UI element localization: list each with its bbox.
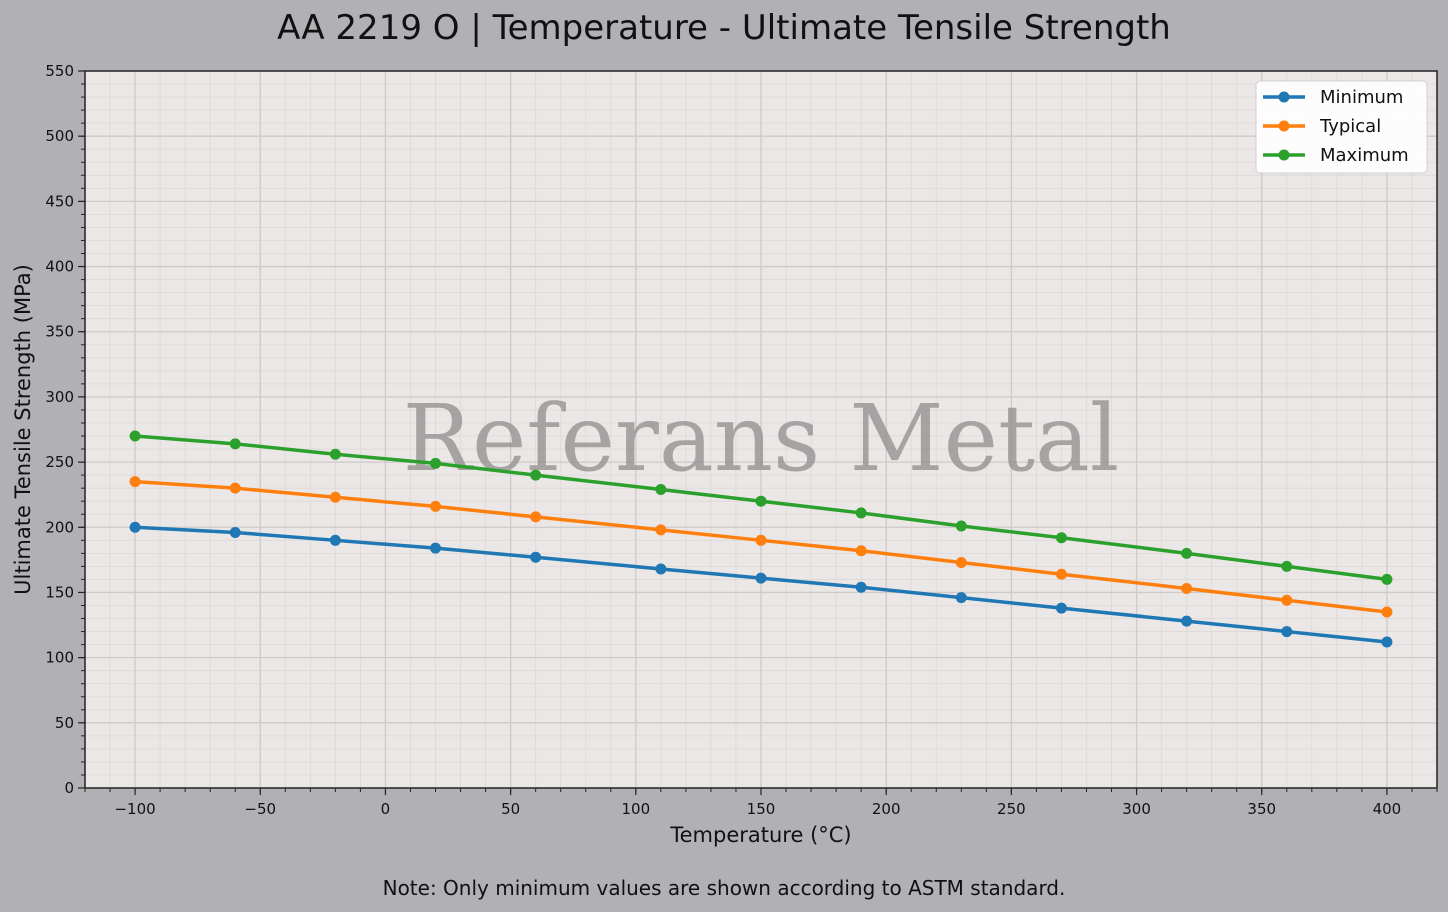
data-point-minimum [955,592,967,604]
legend-marker-maximum [1278,149,1290,161]
data-point-minimum [655,563,667,575]
y-tick-label: 50 [55,714,74,732]
data-point-minimum [1381,636,1393,648]
data-point-minimum [430,542,442,554]
legend-box [1255,80,1428,174]
y-axis-label: Ultimate Tensile Strength (MPa) [11,264,35,595]
x-tick-label: 150 [747,800,776,818]
data-point-maximum [1181,547,1193,559]
data-point-maximum [329,448,341,460]
data-point-typical [755,534,767,546]
legend-marker-typical [1278,120,1290,132]
data-point-maximum [955,520,967,532]
y-tick-label: 300 [45,388,74,406]
data-point-minimum [229,526,241,538]
data-point-maximum [1381,573,1393,585]
data-point-minimum [1181,615,1193,627]
y-tick-label: 350 [45,323,74,341]
data-point-typical [955,556,967,568]
data-point-typical [229,482,241,494]
data-point-minimum [329,534,341,546]
data-point-typical [329,491,341,503]
x-tick-label: −100 [114,800,155,818]
y-tick-label: 250 [45,453,74,471]
data-point-typical [1181,583,1193,595]
legend-marker-minimum [1278,91,1290,103]
data-point-typical [855,545,867,557]
data-point-maximum [229,438,241,450]
data-point-typical [1055,568,1067,580]
watermark: Referans Metal [403,385,1120,492]
y-tick-label: 400 [45,258,74,276]
legend-label-typical: Typical [1319,116,1381,137]
data-point-typical [129,476,141,488]
data-point-minimum [129,521,141,533]
data-point-maximum [1055,532,1067,544]
y-tick-label: 550 [45,62,74,80]
x-tick-label: 250 [997,800,1026,818]
data-point-maximum [129,430,141,442]
x-tick-label: 100 [621,800,650,818]
x-tick-label: 50 [501,800,520,818]
x-axis-label: Temperature (°C) [669,823,851,847]
data-point-minimum [1055,602,1067,614]
y-tick-label: 450 [45,192,74,210]
data-point-typical [530,511,542,523]
legend: Minimum Typical Maximum [1255,80,1428,174]
data-point-typical [1281,594,1293,606]
data-point-maximum [755,495,767,507]
y-tick-label: 0 [64,779,74,797]
data-point-minimum [1281,626,1293,638]
x-tick-label: 300 [1122,800,1151,818]
y-tick-label: 200 [45,518,74,536]
y-tick-label: 100 [45,649,74,667]
chart-note: Note: Only minimum values are shown acco… [382,876,1066,900]
x-tick-label: 0 [381,800,391,818]
legend-label-minimum: Minimum [1320,87,1403,108]
data-point-typical [430,500,442,512]
x-tick-label: 350 [1247,800,1276,818]
data-point-maximum [530,469,542,481]
data-point-maximum [655,483,667,495]
data-point-maximum [855,507,867,519]
data-point-minimum [755,572,767,584]
x-tick-label: 400 [1373,800,1402,818]
data-point-minimum [530,551,542,563]
data-point-maximum [1281,560,1293,572]
x-tick-label: 200 [872,800,901,818]
y-tick-label: 150 [45,583,74,601]
legend-label-maximum: Maximum [1320,145,1409,166]
plot-frame [84,70,1438,789]
data-point-typical [655,524,667,536]
chart-title: AA 2219 O | Temperature - Ultimate Tensi… [277,8,1171,48]
data-point-minimum [855,581,867,593]
data-point-typical [1381,606,1393,618]
y-tick-label: 500 [45,127,74,145]
data-point-maximum [430,457,442,469]
x-tick-label: −50 [244,800,276,818]
